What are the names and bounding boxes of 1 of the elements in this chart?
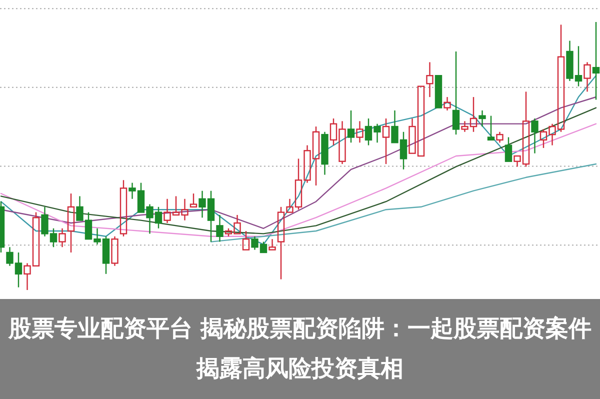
text: 股票专业配资平台 揭秘股票配资陷阱：一起股票配资案件揭露高风险投资真相 [8, 314, 592, 384]
